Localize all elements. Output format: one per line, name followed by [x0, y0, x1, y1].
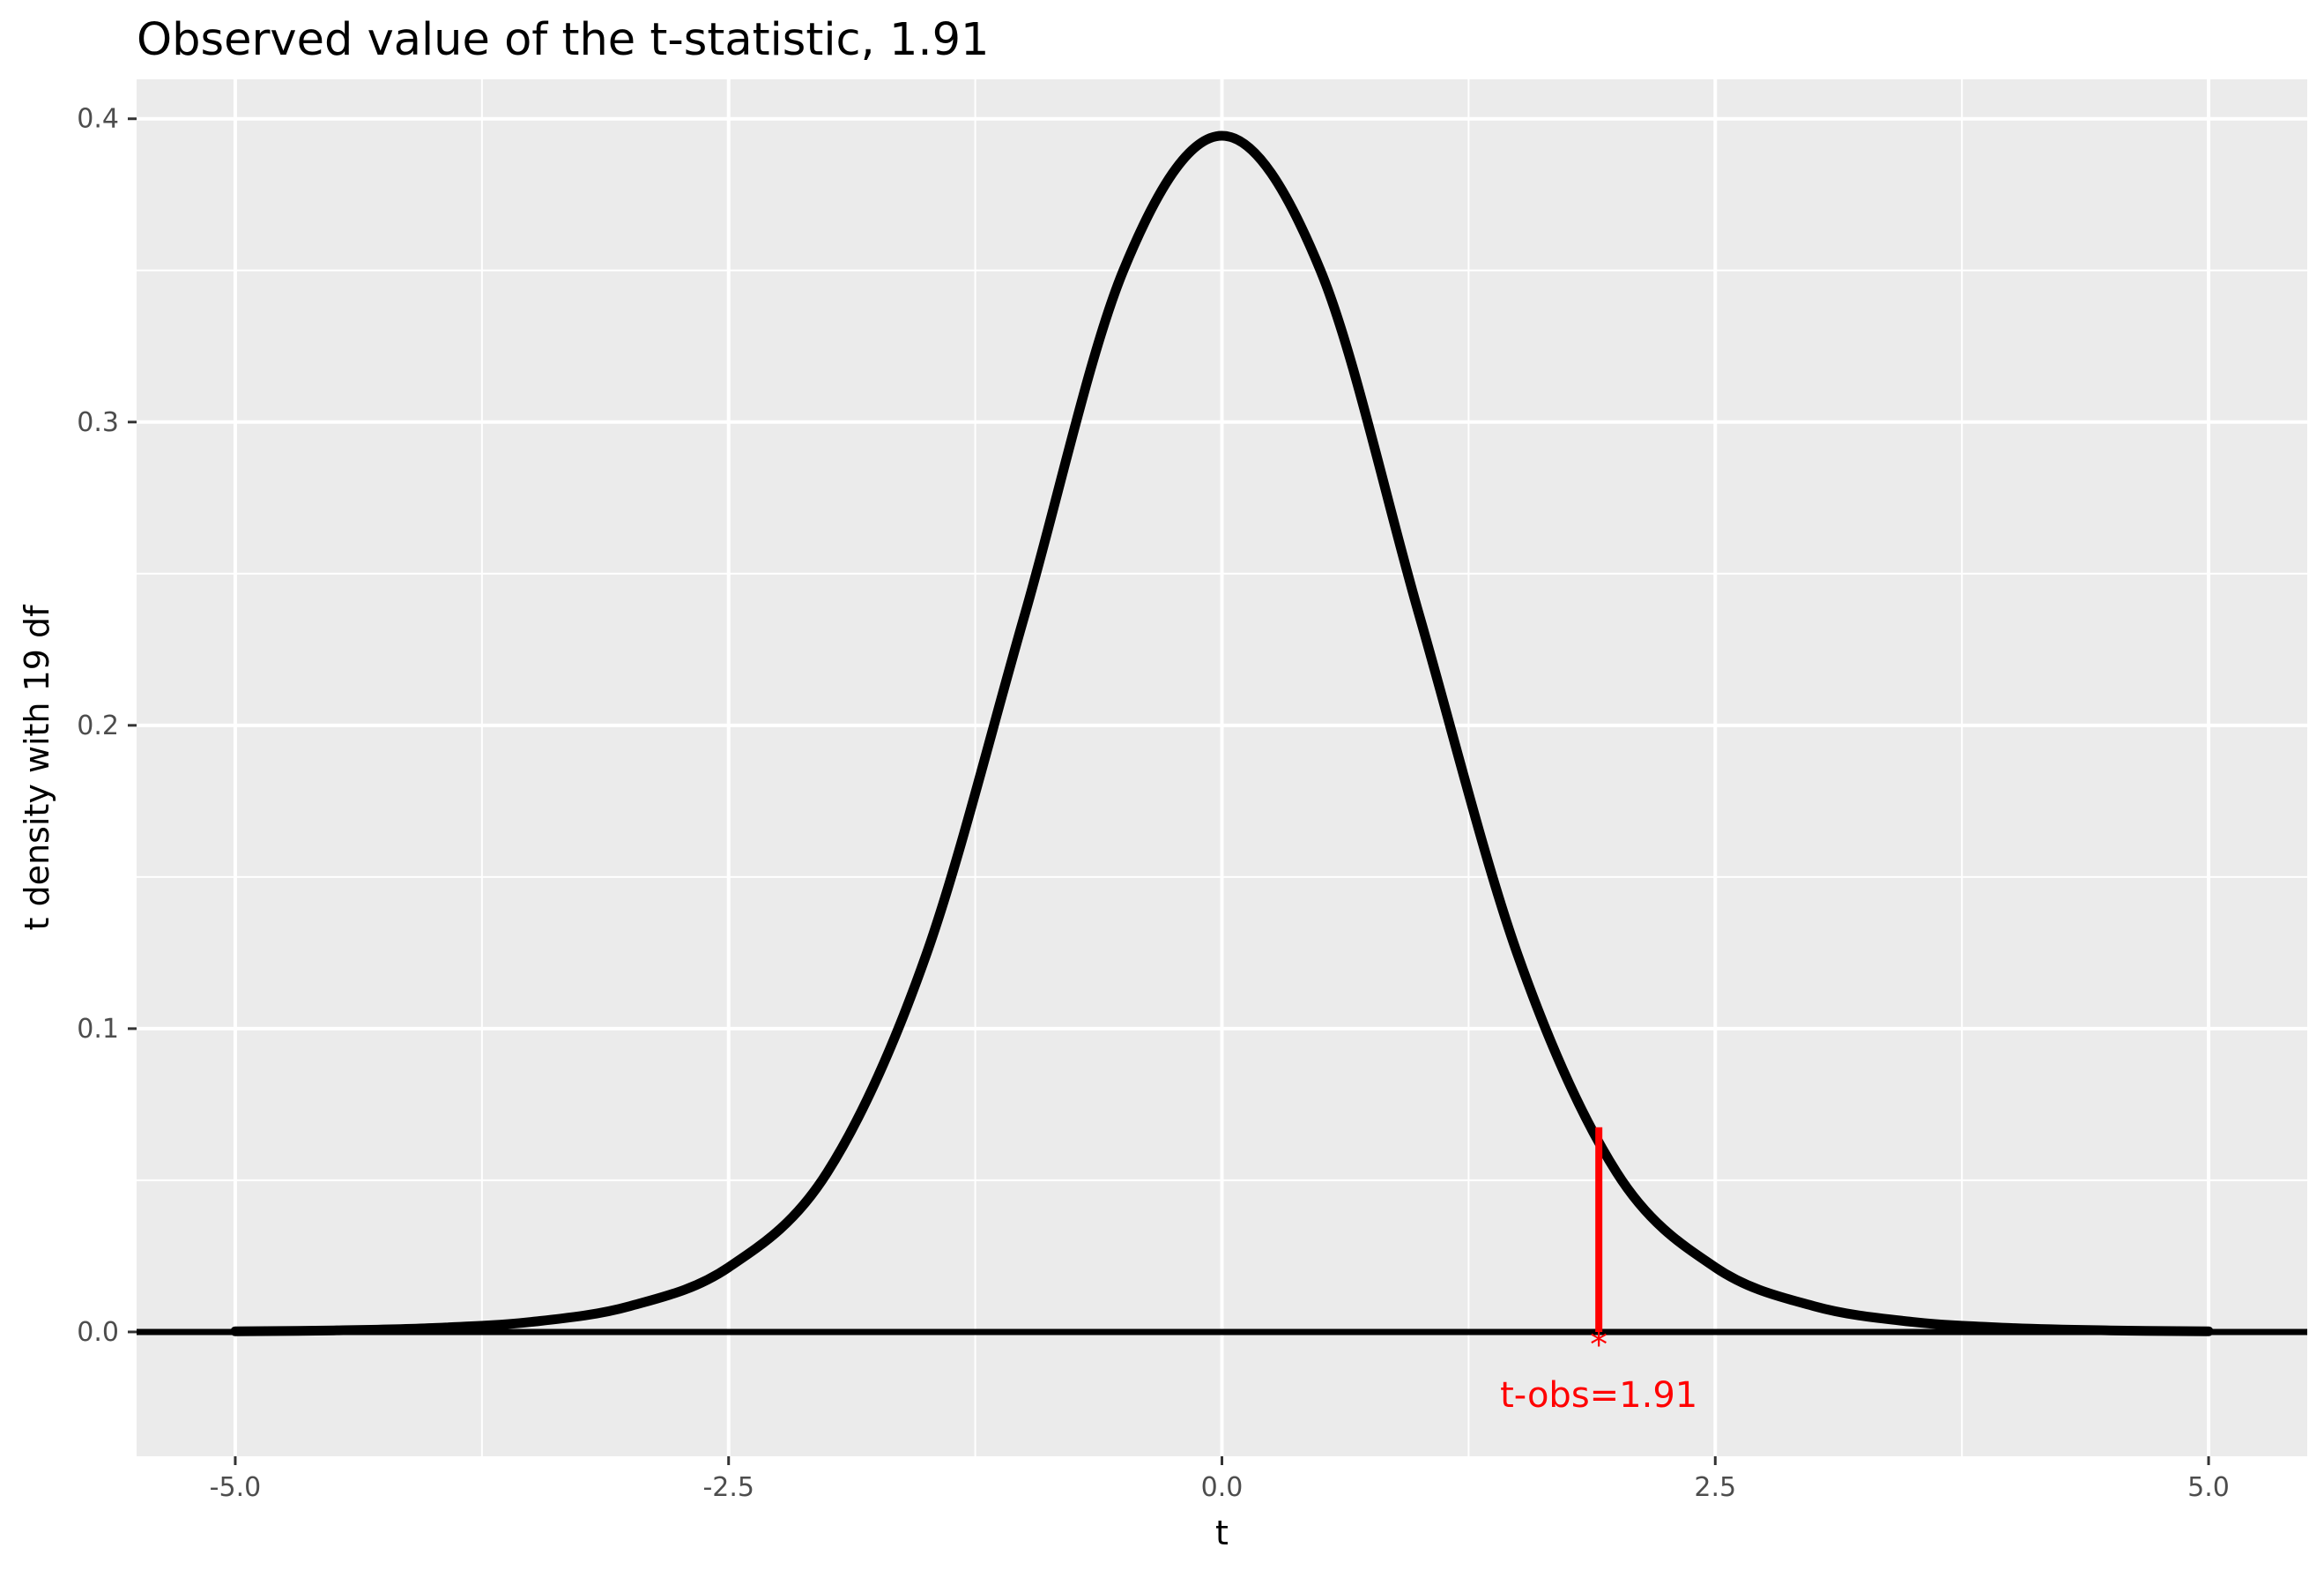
- observed-label: t-obs=1.91: [1500, 1375, 1697, 1416]
- x-tick-label: -2.5: [702, 1472, 754, 1503]
- x-axis: -5.0 -2.5 0.0 2.5 5.0: [210, 1456, 2230, 1503]
- x-tick-label: 5.0: [2187, 1472, 2230, 1503]
- y-tick-label: 0.1: [77, 1014, 119, 1045]
- y-tick-label: 0.3: [77, 407, 119, 438]
- y-tick-label: 0.2: [77, 711, 119, 741]
- chart-title: Observed value of the t-statistic, 1.91: [137, 14, 990, 66]
- x-tick-label: 0.0: [1201, 1472, 1244, 1503]
- observed-marker: *: [1590, 1325, 1607, 1365]
- density-curve: [230, 130, 2214, 1336]
- y-tick-label: 0.0: [77, 1317, 119, 1348]
- y-axis: 0.0 0.1 0.2 0.3 0.4: [77, 104, 137, 1348]
- y-axis-title: t density with 19 df: [18, 604, 56, 931]
- x-axis-title: t: [1215, 1514, 1229, 1552]
- x-tick-label: -5.0: [210, 1472, 262, 1503]
- x-tick-label: 2.5: [1694, 1472, 1736, 1503]
- y-tick-label: 0.4: [77, 104, 119, 135]
